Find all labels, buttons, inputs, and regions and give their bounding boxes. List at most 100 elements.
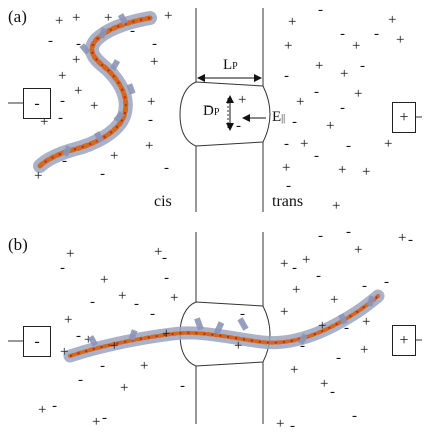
right-electrode-a: + xyxy=(392,102,416,133)
svg-text:+: + xyxy=(110,148,118,164)
svg-text:+: + xyxy=(384,136,392,152)
svg-text:+: + xyxy=(145,138,153,154)
svg-text:+: + xyxy=(290,362,298,378)
svg-text:+: + xyxy=(360,342,368,358)
svg-text:+: + xyxy=(302,252,310,268)
ions-a: + + + + - --- ++++ +- +- + -++ +- -- +-+- ++- + … xyxy=(34,2,404,214)
svg-text:+: + xyxy=(288,14,296,30)
svg-text:+: + xyxy=(362,164,370,180)
svg-text:-: - xyxy=(292,114,297,130)
svg-text:+: + xyxy=(72,52,80,68)
svg-text:-: - xyxy=(346,224,351,240)
svg-text:-: - xyxy=(48,33,53,49)
svg-text:-: - xyxy=(290,418,295,434)
svg-text:+: + xyxy=(66,246,74,262)
svg-text:+: + xyxy=(332,198,340,214)
svg-text:+: + xyxy=(58,68,66,84)
field-label: E|| xyxy=(272,109,286,125)
pore-b xyxy=(179,301,271,367)
svg-text:+: + xyxy=(170,290,178,306)
svg-text:+: + xyxy=(120,380,128,396)
svg-text:+: + xyxy=(92,414,100,430)
svg-text:+: + xyxy=(72,10,80,26)
svg-text:-: - xyxy=(76,328,81,344)
svg-text:+: + xyxy=(150,54,158,70)
svg-text:+: + xyxy=(110,338,118,354)
dna-bases-a xyxy=(62,13,136,157)
cis-label: cis xyxy=(154,193,172,210)
svg-text:-: - xyxy=(150,306,155,322)
svg-text:+: + xyxy=(276,416,284,432)
svg-text:+: + xyxy=(326,118,334,134)
svg-text:-: - xyxy=(384,274,389,290)
svg-text:-: - xyxy=(318,2,323,18)
svg-text:-: - xyxy=(314,148,319,164)
svg-text:-: - xyxy=(336,350,341,366)
svg-text:+: + xyxy=(280,304,288,320)
svg-text:-: - xyxy=(330,384,335,400)
svg-text:+: + xyxy=(90,98,98,114)
right-electrode-b: + xyxy=(392,325,416,356)
svg-text:-: - xyxy=(76,36,81,52)
svg-text:-: - xyxy=(60,260,65,276)
svg-text:-: - xyxy=(408,232,413,248)
panel-a-label: (a) xyxy=(8,7,27,26)
membrane-b xyxy=(179,232,271,424)
svg-text:+: + xyxy=(292,282,300,298)
svg-text:-: - xyxy=(352,408,357,424)
pore-a xyxy=(179,81,271,147)
svg-text:+: + xyxy=(398,230,406,246)
left-electrode-b: - xyxy=(23,326,51,357)
svg-text:+: + xyxy=(162,326,170,342)
svg-text:+: + xyxy=(147,94,155,110)
svg-text:+: + xyxy=(234,338,242,354)
panel-b-label: (b) xyxy=(8,235,28,254)
pore-length-label: LP xyxy=(223,57,238,73)
svg-text:-: - xyxy=(206,98,211,114)
svg-text:+: + xyxy=(296,94,304,110)
svg-text:-: - xyxy=(286,178,291,194)
svg-text:+: + xyxy=(315,58,323,74)
svg-text:-: - xyxy=(58,110,63,126)
svg-text:+: + xyxy=(354,242,362,258)
dna-bases-b xyxy=(87,295,376,347)
svg-text:+: + xyxy=(300,136,308,152)
svg-text:-: - xyxy=(90,294,95,310)
svg-text:+: + xyxy=(352,38,360,54)
svg-text:+: + xyxy=(38,402,46,418)
svg-text:-: - xyxy=(240,306,245,322)
svg-text:-: - xyxy=(180,378,185,394)
electrode-leads xyxy=(8,102,422,342)
svg-text:+: + xyxy=(388,12,396,28)
svg-text:+: + xyxy=(118,288,126,304)
dna-strand-b xyxy=(63,289,385,363)
svg-text:+: + xyxy=(84,332,92,348)
svg-text:-: - xyxy=(102,410,107,426)
svg-text:-: - xyxy=(62,153,67,169)
svg-text:-: - xyxy=(374,26,379,42)
pore-diameter-label: DP xyxy=(203,103,220,119)
svg-text:-: - xyxy=(284,68,289,84)
svg-text:-: - xyxy=(344,320,349,336)
svg-text:+: + xyxy=(64,312,72,328)
svg-text:-: - xyxy=(284,136,289,152)
trans-label: trans xyxy=(272,193,304,210)
svg-text:+: + xyxy=(362,314,370,330)
svg-text:+: + xyxy=(34,168,42,184)
svg-text:+: + xyxy=(154,244,162,260)
svg-text:+: + xyxy=(104,10,112,26)
svg-text:+: + xyxy=(60,344,68,360)
svg-text:-: - xyxy=(362,278,367,294)
svg-text:+: + xyxy=(340,66,348,82)
svg-text:+: + xyxy=(330,292,338,308)
svg-text:+: + xyxy=(140,358,148,374)
svg-text:-: - xyxy=(52,398,57,414)
svg-text:+: + xyxy=(284,38,292,54)
membrane-a xyxy=(179,8,271,212)
svg-text:+: + xyxy=(280,256,288,272)
svg-text:+: + xyxy=(100,272,108,288)
svg-text:-: - xyxy=(130,23,135,39)
svg-text:-: - xyxy=(134,296,139,312)
svg-text:+: + xyxy=(318,318,326,334)
